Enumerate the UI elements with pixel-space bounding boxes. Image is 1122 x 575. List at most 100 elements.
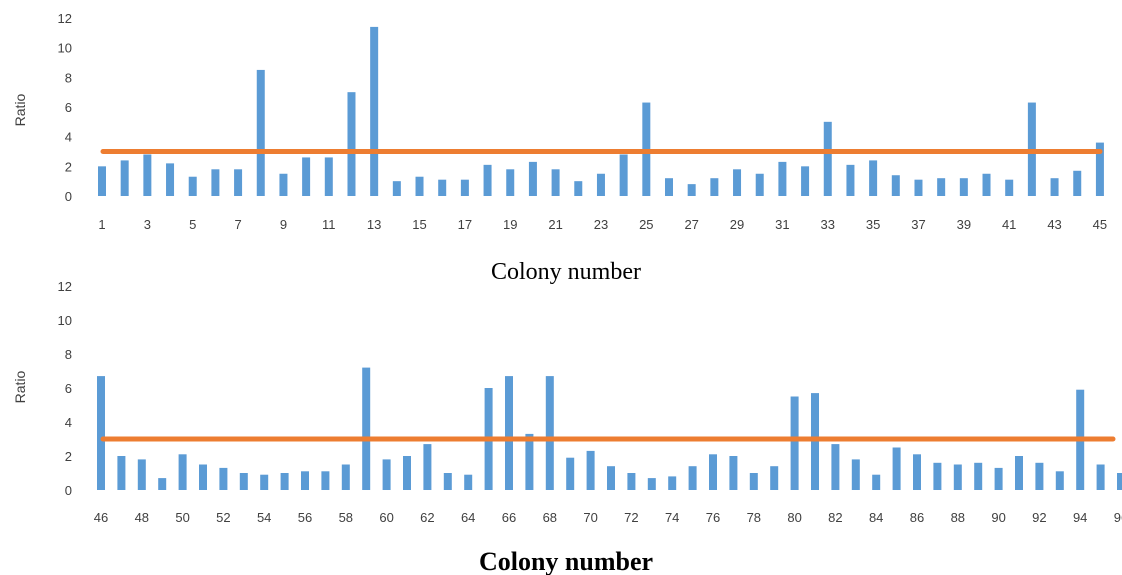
x-tick-label-bottom: 52 bbox=[216, 510, 230, 525]
bar-colony-58 bbox=[341, 464, 350, 490]
bar-colony-74 bbox=[668, 476, 677, 490]
bar-colony-12 bbox=[347, 92, 356, 196]
bar-colony-40 bbox=[982, 173, 991, 196]
y-tick-label-top: 2 bbox=[65, 159, 72, 174]
bar-colony-50 bbox=[178, 454, 187, 490]
bar-colony-73 bbox=[647, 478, 656, 490]
bar-colony-34 bbox=[846, 164, 855, 196]
x-tick-label-bottom: 96 bbox=[1114, 510, 1122, 525]
x-tick-label-bottom: 60 bbox=[379, 510, 393, 525]
bar-colony-56 bbox=[301, 471, 309, 490]
bar-colony-48 bbox=[137, 459, 146, 490]
bar-colony-3 bbox=[143, 154, 152, 196]
x-tick-label-top: 15 bbox=[412, 217, 426, 232]
x-tick-label-top: 11 bbox=[322, 217, 336, 232]
bar-colony-92 bbox=[1035, 462, 1044, 490]
x-tick-label-bottom: 58 bbox=[339, 510, 353, 525]
bar-colony-41 bbox=[1005, 179, 1014, 196]
bar-colony-62 bbox=[423, 444, 432, 490]
bar-colony-68 bbox=[545, 376, 554, 490]
x-tick-label-bottom: 82 bbox=[828, 510, 842, 525]
x-tick-label-bottom: 88 bbox=[951, 510, 965, 525]
bar-colony-52 bbox=[219, 467, 228, 490]
x-tick-label-bottom: 54 bbox=[257, 510, 271, 525]
bar-colony-27 bbox=[687, 184, 696, 196]
y-axis-label-bottom: Ratio bbox=[12, 370, 28, 403]
y-tick-label-bottom: 6 bbox=[65, 381, 72, 396]
x-tick-label-top: 1 bbox=[98, 217, 105, 232]
y-tick-label-bottom: 2 bbox=[65, 449, 72, 464]
y-tick-label-top: 10 bbox=[58, 41, 72, 56]
bar-colony-30 bbox=[755, 173, 764, 196]
bar-colony-84 bbox=[872, 474, 881, 490]
x-tick-label-top: 9 bbox=[280, 217, 287, 232]
bar-colony-67 bbox=[525, 433, 534, 490]
bar-colony-78 bbox=[749, 473, 758, 490]
bar-colony-75 bbox=[688, 466, 697, 490]
x-tick-label-top: 7 bbox=[234, 217, 241, 232]
bar-colony-47 bbox=[117, 456, 126, 490]
bar-colony-63 bbox=[443, 473, 452, 490]
bar-colony-81 bbox=[811, 393, 819, 490]
y-tick-label-bottom: 0 bbox=[65, 483, 72, 498]
bar-colony-70 bbox=[586, 450, 595, 490]
bar-colony-95 bbox=[1096, 464, 1105, 490]
x-tick-label-top: 5 bbox=[189, 217, 196, 232]
bar-colony-13 bbox=[370, 26, 379, 197]
x-tick-label-bottom: 68 bbox=[543, 510, 557, 525]
bar-colony-33 bbox=[823, 121, 832, 196]
x-tick-label-top: 41 bbox=[1002, 217, 1016, 232]
bar-colony-71 bbox=[607, 466, 615, 490]
bar-colony-51 bbox=[199, 464, 207, 490]
bar-colony-43 bbox=[1050, 178, 1059, 196]
bar-colony-24 bbox=[619, 154, 628, 196]
x-tick-label-top: 37 bbox=[911, 217, 925, 232]
x-tick-label-bottom: 84 bbox=[869, 510, 883, 525]
bar-colony-66 bbox=[505, 376, 513, 490]
bar-colony-15 bbox=[415, 176, 424, 196]
bar-colony-6 bbox=[211, 169, 220, 196]
bar-colony-39 bbox=[959, 178, 968, 196]
bar-colony-57 bbox=[321, 471, 330, 490]
bar-colony-72 bbox=[627, 473, 636, 490]
bar-colony-31 bbox=[778, 161, 787, 196]
x-axis-label-bottom: Colony number bbox=[479, 547, 653, 575]
x-tick-label-top: 29 bbox=[730, 217, 744, 232]
x-tick-label-bottom: 90 bbox=[991, 510, 1005, 525]
x-tick-label-bottom: 86 bbox=[910, 510, 924, 525]
bar-colony-88 bbox=[953, 464, 962, 490]
bar-colony-76 bbox=[709, 454, 717, 490]
bar-colony-2 bbox=[120, 160, 129, 196]
bar-colony-89 bbox=[974, 462, 983, 490]
bars-top bbox=[98, 26, 1104, 197]
bar-colony-60 bbox=[382, 459, 391, 490]
bar-colony-10 bbox=[302, 157, 311, 196]
x-tick-label-top: 19 bbox=[503, 217, 517, 232]
bar-colony-38 bbox=[937, 178, 946, 196]
y-ticks-top: 0 2 4 6 8 10 12 bbox=[58, 11, 72, 204]
x-tick-label-bottom: 80 bbox=[787, 510, 801, 525]
bar-colony-61 bbox=[403, 456, 411, 490]
y-tick-label-bottom: 8 bbox=[65, 347, 72, 362]
x-axis-label-top: Colony number bbox=[491, 259, 641, 285]
bar-colony-8 bbox=[256, 69, 265, 196]
bar-colony-7 bbox=[234, 169, 243, 196]
x-tick-label-top: 39 bbox=[957, 217, 971, 232]
bars-bottom bbox=[97, 367, 1122, 490]
bar-colony-36 bbox=[891, 175, 900, 196]
bar-colony-37 bbox=[914, 179, 923, 196]
bar-colony-35 bbox=[869, 160, 878, 196]
bar-colony-4 bbox=[166, 163, 175, 196]
x-tick-label-top: 17 bbox=[458, 217, 472, 232]
bar-colony-16 bbox=[438, 179, 447, 196]
x-tick-label-bottom: 70 bbox=[583, 510, 597, 525]
x-tick-label-bottom: 48 bbox=[135, 510, 149, 525]
bar-colony-20 bbox=[528, 161, 537, 196]
bar-colony-32 bbox=[801, 166, 810, 196]
bar-colony-11 bbox=[324, 157, 333, 196]
bar-colony-9 bbox=[279, 173, 288, 196]
bar-colony-54 bbox=[260, 474, 269, 490]
